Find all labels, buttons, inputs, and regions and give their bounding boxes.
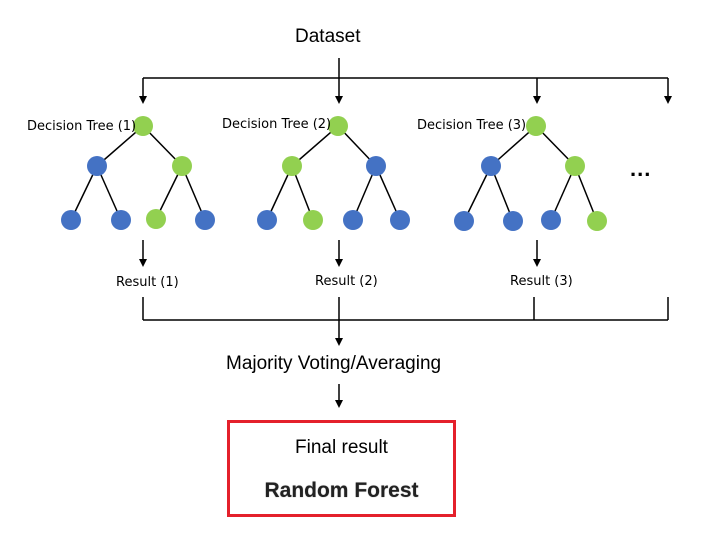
- tree-internal-node: [282, 156, 302, 176]
- tree-leaf-node: [303, 210, 323, 230]
- tree-leaf-node: [541, 210, 561, 230]
- tree-root-node: [526, 116, 546, 136]
- aggregation-label: Majority Voting/Averaging: [226, 353, 442, 374]
- tree-leaf-node: [257, 210, 277, 230]
- tree-internal-node: [172, 156, 192, 176]
- result-2-label: Result (2): [315, 274, 378, 289]
- tree-leaf-node: [503, 211, 523, 231]
- decision-tree-2: [257, 116, 410, 230]
- tree-root-node: [133, 116, 153, 136]
- decision-tree-1: [61, 116, 215, 230]
- tree-internal-node: [366, 156, 386, 176]
- tree-2-label: Decision Tree (2): [222, 117, 332, 132]
- tree-root-node: [328, 116, 348, 136]
- tree-internal-node: [87, 156, 107, 176]
- final-result-box: Final result Random Forest: [227, 420, 456, 517]
- more-trees-ellipsis: ...: [630, 156, 652, 181]
- result-1-label: Result (1): [116, 275, 179, 290]
- random-forest-label: Random Forest: [264, 479, 419, 502]
- decision-tree-3: [454, 116, 607, 231]
- tree-1-label: Decision Tree (1): [27, 119, 137, 134]
- tree-edge: [291, 125, 339, 167]
- result-3-label: Result (3): [510, 274, 573, 289]
- tree-leaf-node: [195, 210, 215, 230]
- tree-leaf-node: [390, 210, 410, 230]
- tree-leaf-node: [343, 210, 363, 230]
- tree-internal-node: [565, 156, 585, 176]
- tree-leaf-node: [111, 210, 131, 230]
- tree-internal-node: [481, 156, 501, 176]
- dataset-label: Dataset: [295, 26, 361, 47]
- tree-edge: [490, 125, 537, 167]
- tree-leaf-node: [454, 211, 474, 231]
- tree-leaf-node: [61, 210, 81, 230]
- tree-edge: [463, 165, 492, 222]
- tree-leaf-node: [146, 209, 166, 229]
- tree-edge: [96, 125, 144, 167]
- final-result-label: Final result: [295, 437, 388, 458]
- tree-3-label: Decision Tree (3): [417, 118, 527, 133]
- tree-leaf-node: [587, 211, 607, 231]
